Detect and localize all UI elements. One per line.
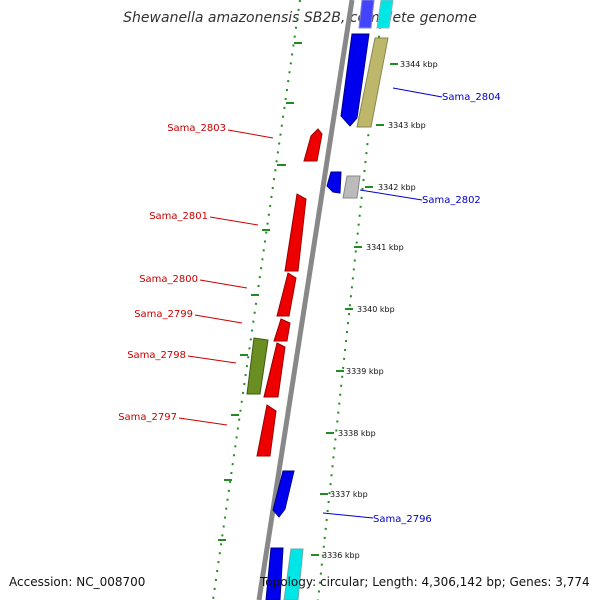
cds-sama-2802 xyxy=(326,171,342,194)
tick-label: 3343 kbp xyxy=(388,121,426,130)
cds-olive xyxy=(246,337,269,395)
forward-gene-labels: Sama_2804 Sama_2802 Sama_2796 xyxy=(322,87,501,525)
gene-label-sama-2797: Sama_2797 xyxy=(118,412,177,423)
cds-sama-2800 xyxy=(276,272,297,317)
tick-label: 3336 kbp xyxy=(322,551,360,560)
cds-sama-2801 xyxy=(284,193,307,272)
tick-label: 3342 kbp xyxy=(378,183,416,192)
gene-label-sama-2796: Sama_2796 xyxy=(373,514,432,525)
gc-skew-track xyxy=(218,42,302,541)
gene-features xyxy=(246,0,394,600)
tick-label: 3340 kbp xyxy=(357,305,395,314)
cds-sama-2804 xyxy=(340,33,370,127)
inner-dotted-ring xyxy=(212,0,301,600)
cds-sama-2799 xyxy=(273,318,291,342)
cds-cyan-top xyxy=(376,0,394,29)
genome-summary: Topology: circular; Length: 4,306,142 bp… xyxy=(260,575,590,589)
gene-label-sama-2801: Sama_2801 xyxy=(149,211,208,222)
accession-label: Accession: NC_008700 xyxy=(9,575,146,589)
cds-cyan-bottom xyxy=(283,548,304,600)
reverse-gene-labels: Sama_2803 Sama_2801 Sama_2800 Sama_2799 … xyxy=(118,123,274,426)
scale-labels: 3344 kbp 3343 kbp 3342 kbp 3341 kbp 3340… xyxy=(322,60,438,560)
scale-ticks xyxy=(311,63,398,556)
tick-label: 3337 kbp xyxy=(330,490,368,499)
gene-label-sama-2803: Sama_2803 xyxy=(167,123,226,134)
gene-label-sama-2802: Sama_2802 xyxy=(422,195,481,206)
tick-label: 3344 kbp xyxy=(400,60,438,69)
cds-sama-2803 xyxy=(303,128,323,162)
genome-backbone xyxy=(256,0,355,600)
cds-sama-2796 xyxy=(272,470,295,518)
tick-label: 3338 kbp xyxy=(338,429,376,438)
cds-sama-2797 xyxy=(256,404,277,457)
gene-label-sama-2804: Sama_2804 xyxy=(442,92,501,103)
cds-khaki xyxy=(356,37,389,128)
gene-label-sama-2799: Sama_2799 xyxy=(134,309,193,320)
cds-grey xyxy=(342,175,361,199)
cds-blue-top xyxy=(358,0,375,29)
tick-label: 3339 kbp xyxy=(346,367,384,376)
gene-label-sama-2798: Sama_2798 xyxy=(127,350,186,361)
cds-sama-2798 xyxy=(263,342,286,398)
tick-label: 3341 kbp xyxy=(366,243,404,252)
cds-blue-bottom xyxy=(265,547,284,600)
gene-label-sama-2800: Sama_2800 xyxy=(139,274,198,285)
